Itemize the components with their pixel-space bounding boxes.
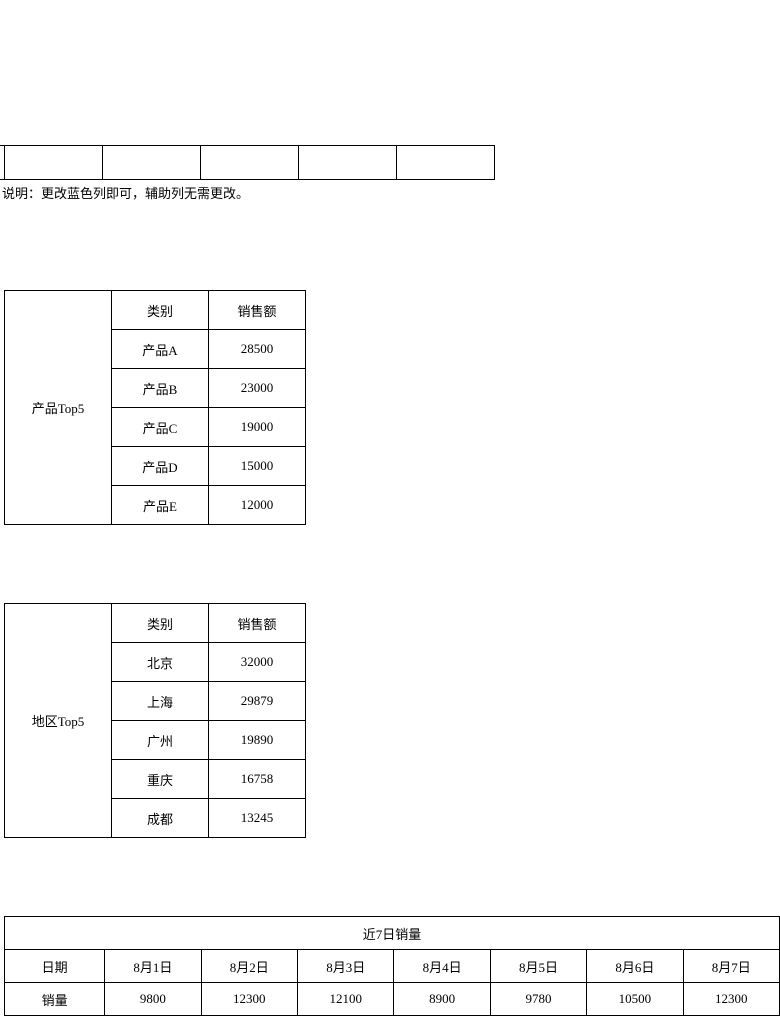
table-cell: 9800 [105, 983, 201, 1016]
table-cell: 产品C [112, 408, 209, 447]
fragment-cell [201, 146, 299, 180]
table-cell: 产品B [112, 369, 209, 408]
table-cell: 8月4日 [394, 950, 490, 983]
fragment-cell [103, 146, 201, 180]
table-cell: 29879 [209, 682, 306, 721]
seven-day-title: 近7日销量 [5, 917, 780, 950]
instruction-note: 说明：更改蓝色列即可，辅助列无需更改。 [2, 183, 249, 202]
date-row-label: 日期 [5, 950, 105, 983]
fragment-table [0, 145, 495, 180]
table-cell: 19890 [209, 721, 306, 760]
table-cell: 15000 [209, 447, 306, 486]
table-cell: 产品A [112, 330, 209, 369]
table-cell: 10500 [587, 983, 683, 1016]
table-cell: 8月3日 [297, 950, 393, 983]
table-cell: 19000 [209, 408, 306, 447]
table-cell: 23000 [209, 369, 306, 408]
qty-row-label: 销量 [5, 983, 105, 1016]
table-cell: 12300 [201, 983, 297, 1016]
table-cell: 8月7日 [683, 950, 779, 983]
table-cell: 8900 [394, 983, 490, 1016]
region-top5-table: 地区Top5 类别 销售额 北京32000 上海29879 广州19890 重庆… [4, 603, 306, 838]
table-cell: 12000 [209, 486, 306, 525]
table-cell: 上海 [112, 682, 209, 721]
table-cell: 北京 [112, 643, 209, 682]
region-top5-header-category: 类别 [112, 604, 209, 643]
product-top5-table: 产品Top5 类别 销售额 产品A28500 产品B23000 产品C19000… [4, 290, 306, 525]
table-cell: 广州 [112, 721, 209, 760]
table-cell: 8月2日 [201, 950, 297, 983]
table-cell: 8月5日 [490, 950, 586, 983]
fragment-cell [5, 146, 103, 180]
fragment-cell [299, 146, 397, 180]
table-cell: 8月6日 [587, 950, 683, 983]
table-cell: 产品D [112, 447, 209, 486]
fragment-cell [397, 146, 495, 180]
table-cell: 12300 [683, 983, 779, 1016]
table-cell: 产品E [112, 486, 209, 525]
product-top5-header-value: 销售额 [209, 291, 306, 330]
region-top5-title: 地区Top5 [5, 604, 112, 838]
region-top5-header-value: 销售额 [209, 604, 306, 643]
table-cell: 9780 [490, 983, 586, 1016]
table-cell: 12100 [297, 983, 393, 1016]
table-cell: 13245 [209, 799, 306, 838]
product-top5-title: 产品Top5 [5, 291, 112, 525]
table-cell: 28500 [209, 330, 306, 369]
table-cell: 重庆 [112, 760, 209, 799]
table-cell: 8月1日 [105, 950, 201, 983]
product-top5-header-category: 类别 [112, 291, 209, 330]
table-cell: 16758 [209, 760, 306, 799]
table-cell: 32000 [209, 643, 306, 682]
table-cell: 成都 [112, 799, 209, 838]
seven-day-sales-table: 近7日销量 日期 8月1日 8月2日 8月3日 8月4日 8月5日 8月6日 8… [4, 916, 780, 1016]
